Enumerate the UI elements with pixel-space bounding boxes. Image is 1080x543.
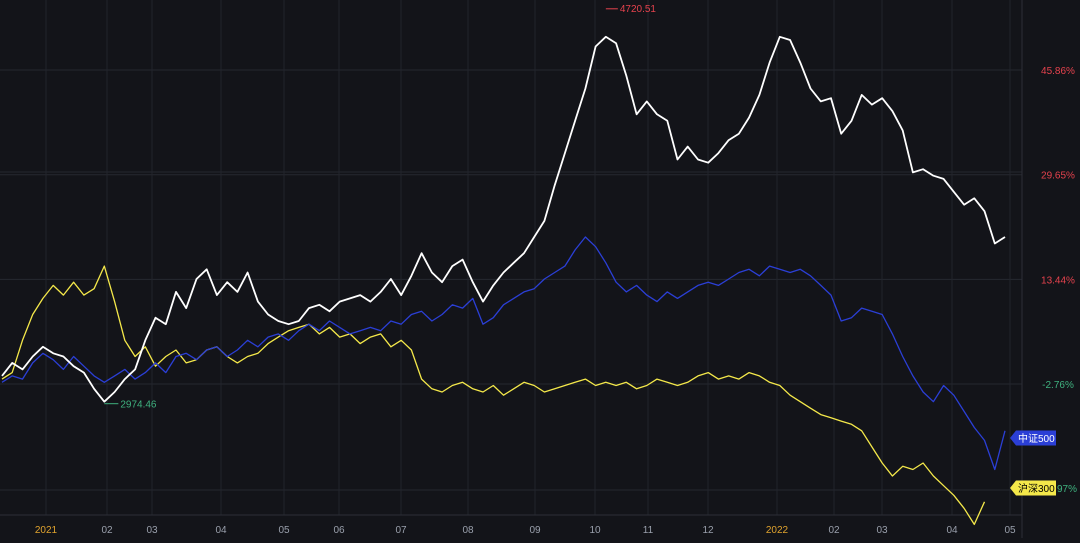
x-tick-label: 04 — [215, 525, 227, 536]
series-group — [1, 265, 986, 526]
series-legend-label: 中证500 — [1018, 432, 1055, 445]
series-legend-label: 沪深300 — [1018, 482, 1055, 495]
y-tick-label: 13.44% — [1041, 275, 1075, 286]
series-line — [1, 35, 1006, 403]
y-tick-label: 29.65% — [1041, 171, 1075, 182]
low-annotation: 2974.46 — [120, 400, 157, 411]
edge-value-label: 97% — [1057, 484, 1077, 495]
x-tick-label: 11 — [643, 525, 654, 536]
series-group — [1, 236, 1006, 471]
tag-shape — [1010, 430, 1056, 446]
x-axis: 2021 02 03 04 05 06 07 08 09 10 11 12 2022 02 03 04 05 — [35, 525, 1016, 536]
series-layer — [1, 35, 1006, 526]
x-tick-label: 02 — [101, 525, 113, 536]
annotations: 4720.51 2974.46 — [104, 4, 656, 411]
x-tick-label: 03 — [876, 525, 888, 536]
x-tick-label: 05 — [1004, 525, 1016, 536]
tag-shape — [1010, 480, 1056, 496]
x-tick-label: 06 — [333, 525, 345, 536]
x-tick-label: 05 — [278, 525, 290, 536]
x-tick-label: 03 — [146, 525, 158, 536]
x-tick-label: 2021 — [35, 525, 58, 536]
series-line — [1, 236, 1006, 471]
tag-zz500: 中证500 — [1010, 430, 1056, 446]
x-tick-label: 12 — [702, 525, 714, 536]
y-tick-label: 45.86% — [1041, 66, 1075, 77]
x-tick-label: 04 — [946, 525, 958, 536]
x-tick-label: 08 — [462, 525, 474, 536]
high-annotation: 4720.51 — [620, 4, 657, 15]
y-tick-label: -2.76% — [1042, 380, 1074, 391]
grid — [0, 0, 1023, 538]
x-tick-label: 07 — [395, 525, 407, 536]
x-tick-label: 09 — [529, 525, 541, 536]
tag-hs300: 沪深300 — [1010, 480, 1056, 496]
x-tick-label: 10 — [589, 525, 601, 536]
y-axis: 45.86% 29.65% 13.44% -2.76% — [1041, 66, 1075, 391]
x-tick-label: 2022 — [766, 525, 789, 536]
series-line — [1, 265, 986, 526]
x-tick-label: 02 — [828, 525, 840, 536]
series-group — [1, 35, 1006, 403]
series-tags: 中证500 沪深300 97% — [1010, 430, 1077, 496]
